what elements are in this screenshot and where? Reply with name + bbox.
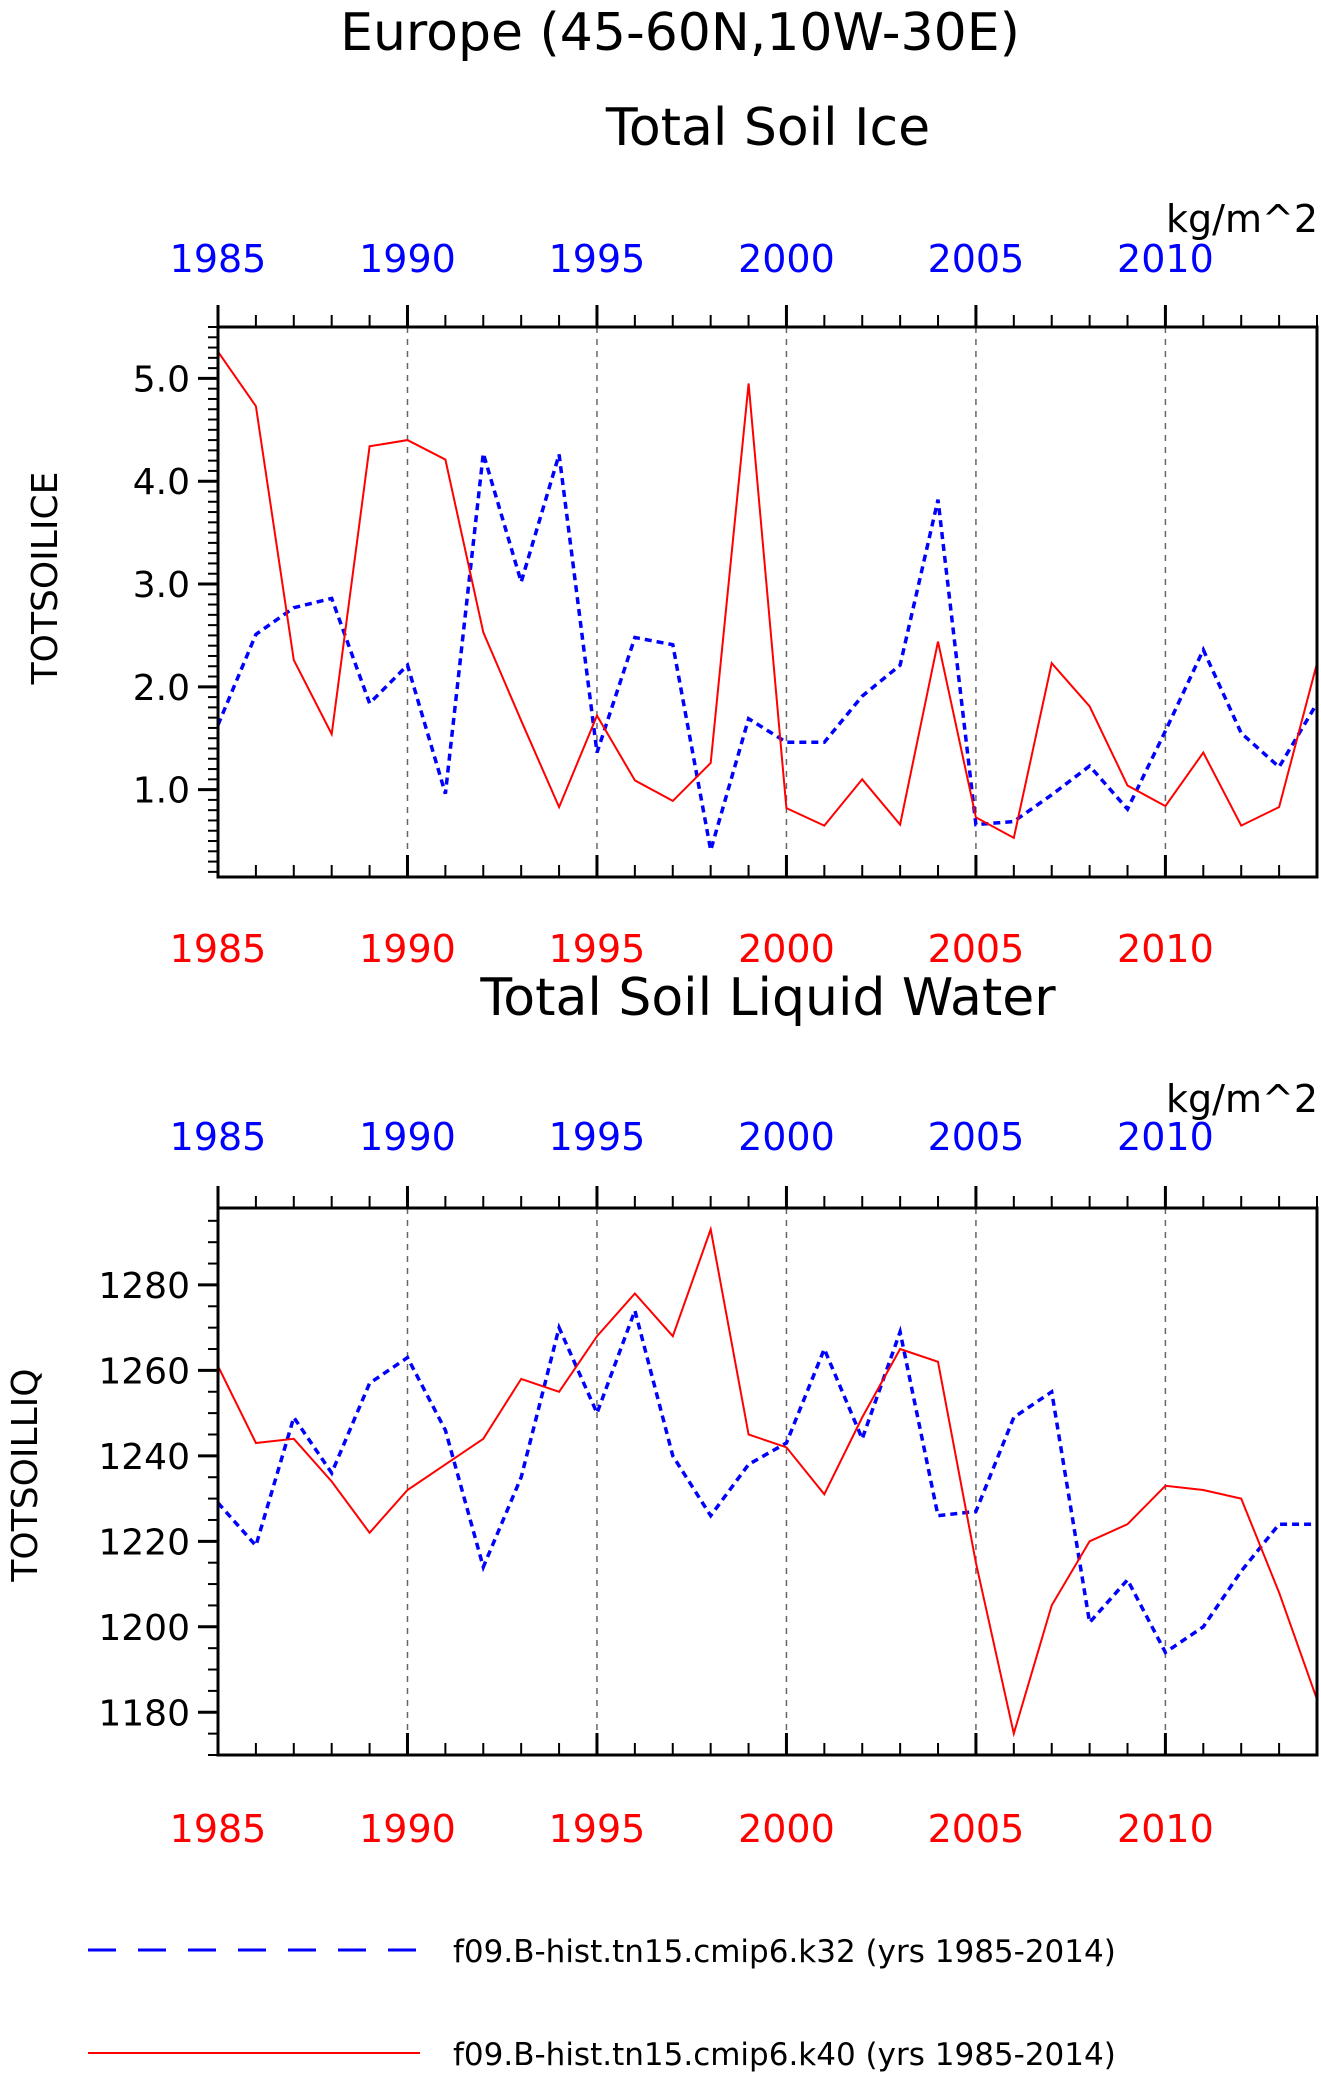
units-label-soil-ice: kg/m^2 xyxy=(1166,197,1318,241)
x-tick-label-top: 2010 xyxy=(1117,237,1214,281)
x-tick-label-bottom: 1990 xyxy=(359,1807,456,1851)
x-tick-label-bottom: 2005 xyxy=(928,1807,1025,1851)
x-tick-label-bottom: 2000 xyxy=(738,927,835,971)
y-tick-label: 1220 xyxy=(98,1522,190,1563)
legend-label-series2: f09.B-hist.tn15.cmip6.k40 (yrs 1985-2014… xyxy=(453,2037,1116,2073)
x-tick-label-bottom: 1985 xyxy=(170,927,267,971)
legend: f09.B-hist.tn15.cmip6.k32 (yrs 1985-2014… xyxy=(88,1934,1116,2073)
y-tick-label: 1200 xyxy=(98,1608,190,1649)
panel-title-soil-liquid: Total Soil Liquid Water xyxy=(479,968,1056,1028)
x-tick-label-top: 2000 xyxy=(738,1115,835,1159)
series-line-1-soil-ice xyxy=(216,452,1319,851)
x-tick-label-bottom: 1990 xyxy=(359,927,456,971)
units-label-soil-liquid: kg/m^2 xyxy=(1166,1077,1318,1121)
x-tick-label-bottom: 2005 xyxy=(928,927,1025,971)
x-tick-label-top: 2010 xyxy=(1117,1115,1214,1159)
x-tick-label-top: 2005 xyxy=(928,1115,1025,1159)
x-tick-label-top: 1990 xyxy=(359,237,456,281)
chart-panel-soil-ice: Total Soil Ice kg/m^2 TOTSOILICE 1985 198… xyxy=(25,98,1319,971)
series-line-1-soil-liquid xyxy=(216,1304,1317,1655)
y-tick-label: 1.0 xyxy=(133,771,190,812)
x-tick-label-top: 1990 xyxy=(359,1115,456,1159)
chart-panel-soil-liquid-water: Total Soil Liquid Water kg/m^2 TOTSOILLI… xyxy=(5,968,1319,1851)
x-tick-label-bottom: 2010 xyxy=(1117,927,1214,971)
series-line-2-soil-liquid xyxy=(217,1225,1318,1738)
x-tick-label-bottom: 2010 xyxy=(1117,1807,1214,1851)
y-tick-label: 3.0 xyxy=(133,565,190,606)
y-tick-label: 1260 xyxy=(98,1351,190,1392)
plot-frame-soil-liquid xyxy=(216,1206,1319,1757)
y-tick-label: 2.0 xyxy=(133,668,190,709)
y-axis-label-soil-liquid: TOTSOILLIQ xyxy=(5,1368,46,1582)
x-tick-label-bottom: 1985 xyxy=(170,1807,267,1851)
y-tick-label: 1240 xyxy=(98,1437,190,1478)
x-tick-label-top: 1995 xyxy=(549,237,646,281)
series-line-2-soil-ice xyxy=(217,351,1318,840)
x-tick-label-bottom: 1995 xyxy=(549,1807,646,1851)
y-tick-label: 4.0 xyxy=(133,462,190,503)
x-tick-label-top: 2000 xyxy=(738,237,835,281)
y-tick-label: 1180 xyxy=(98,1693,190,1734)
y-tick-label: 5.0 xyxy=(133,359,190,400)
legend-label-series1: f09.B-hist.tn15.cmip6.k32 (yrs 1985-2014… xyxy=(453,1934,1116,1970)
panel-title-soil-ice: Total Soil Ice xyxy=(605,98,930,158)
plot-frame-soil-ice xyxy=(216,325,1319,879)
x-tick-label-bottom: 2000 xyxy=(738,1807,835,1851)
x-tick-label-bottom: 1995 xyxy=(549,927,646,971)
y-axis-label-soil-ice: TOTSOILICE xyxy=(25,472,66,686)
x-tick-label-top: 2005 xyxy=(928,237,1025,281)
x-tick-label-top: 1995 xyxy=(549,1115,646,1159)
x-tick-label-top: 1985 xyxy=(170,237,267,281)
region-title: Europe (45-60N,10W-30E) xyxy=(340,3,1020,63)
y-tick-label: 1280 xyxy=(98,1266,190,1307)
x-tick-label-top: 1985 xyxy=(170,1115,267,1159)
